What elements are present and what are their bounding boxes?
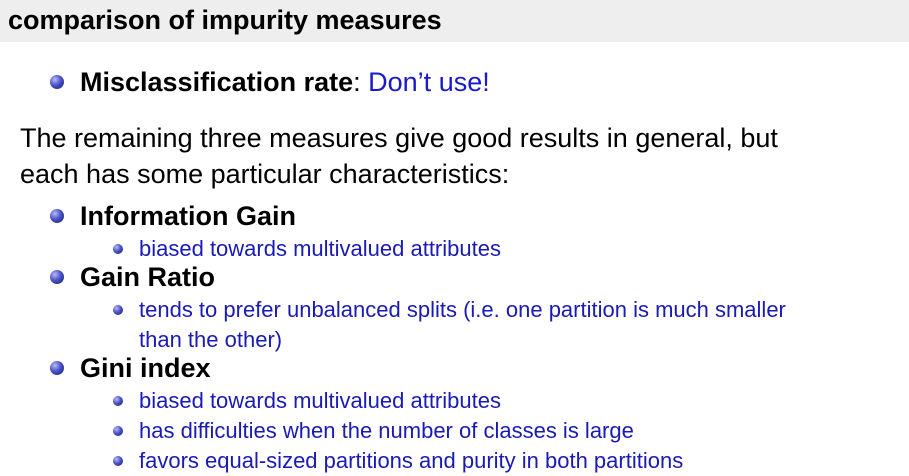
bullet-ball-icon — [50, 270, 64, 284]
sub-bullet-ball-icon — [113, 244, 123, 254]
sub-bullet-ball-icon — [113, 426, 123, 436]
bullet-ball-icon — [50, 75, 64, 89]
gini-note-1: biased towards multivalued attributes — [139, 388, 501, 413]
bullet-ball-icon — [50, 361, 64, 375]
measure-information-gain: Information Gain — [80, 201, 296, 231]
measure-gain-ratio: Gain Ratio — [80, 262, 216, 292]
slide-title: comparison of impurity measures — [8, 5, 442, 35]
sub-bullet-ball-icon — [113, 396, 123, 406]
paragraph-line-2: each has some particular characteristics… — [20, 159, 510, 189]
information-gain-note: biased towards multivalued attributes — [139, 236, 501, 261]
gini-note-3: favors equal-sized partitions and purity… — [139, 448, 684, 473]
paragraph-line-1: The remaining three measures give good r… — [20, 123, 778, 153]
misclassification-separator: : — [353, 67, 361, 97]
measure-gini-index: Gini index — [80, 353, 211, 383]
sub-bullet-ball-icon — [113, 305, 123, 315]
gain-ratio-note-line-2: than the other) — [139, 327, 283, 352]
misclassification-item: Misclassification rate: Don’t use! — [80, 66, 490, 98]
bullet-ball-icon — [50, 209, 64, 223]
misclassification-advice: Don’t use! — [368, 67, 490, 97]
gain-ratio-note-line-1: tends to prefer unbalanced splits (i.e. … — [139, 297, 786, 322]
title-bar: comparison of impurity measures — [0, 0, 909, 42]
gini-note-2: has difficulties when the number of clas… — [139, 418, 634, 443]
misclassification-term: Misclassification rate — [80, 67, 354, 97]
sub-bullet-ball-icon — [113, 456, 123, 466]
